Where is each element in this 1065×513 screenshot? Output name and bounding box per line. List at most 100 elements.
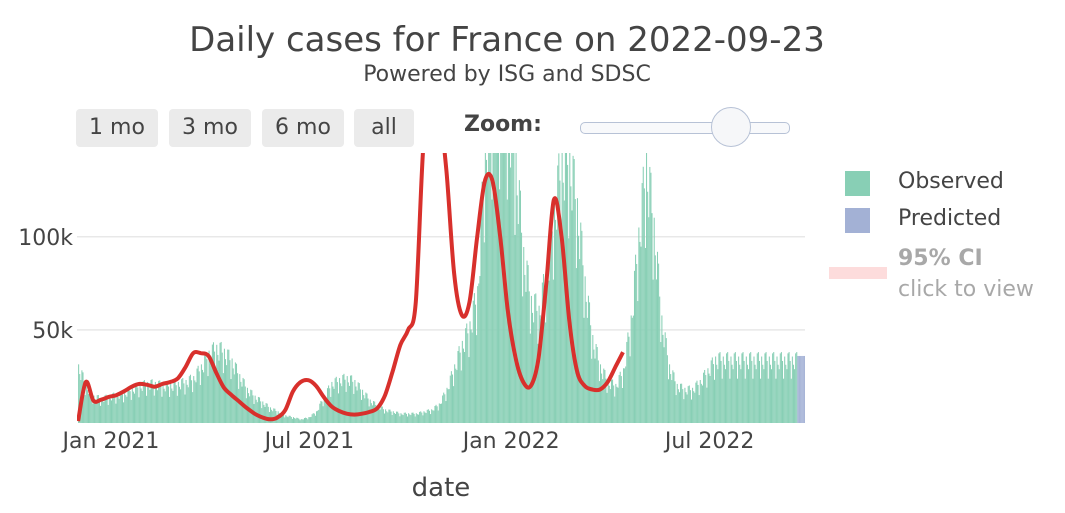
observed-bar <box>260 401 262 423</box>
observed-bar <box>652 279 654 423</box>
observed-bar <box>430 414 432 423</box>
observed-bar <box>403 412 405 423</box>
observed-bar <box>671 380 673 423</box>
observed-bar <box>685 392 687 423</box>
range-button-3mo[interactable]: 3 mo <box>169 109 251 147</box>
observed-bar <box>401 414 403 423</box>
observed-bar <box>387 412 389 423</box>
observed-bar <box>476 335 478 423</box>
observed-bar <box>189 374 191 423</box>
observed-bar <box>324 397 326 423</box>
observed-bar <box>780 352 782 423</box>
observed-bar <box>199 385 201 423</box>
observed-bar <box>742 352 744 423</box>
observed-bar <box>613 385 615 423</box>
observed-bar <box>556 229 558 423</box>
observed-bar <box>665 338 667 423</box>
observed-bar <box>473 293 475 423</box>
observed-bar <box>635 254 637 423</box>
observed-bar <box>205 352 207 423</box>
observed-bar <box>381 406 383 423</box>
observed-bar <box>595 343 597 423</box>
observed-bar <box>784 356 786 423</box>
observed-bar <box>210 363 212 423</box>
predicted-bar <box>797 355 799 423</box>
observed-bar <box>267 406 269 423</box>
observed-bar <box>697 384 699 423</box>
observed-bar <box>633 270 636 423</box>
smoothed-line <box>77 153 625 422</box>
observed-bar <box>354 379 356 423</box>
observed-bar <box>106 397 108 423</box>
observed-bar <box>152 384 154 423</box>
observed-bar <box>740 369 742 423</box>
observed-bar <box>234 362 236 423</box>
observed-bar <box>377 405 379 423</box>
legend-predicted[interactable]: Predicted <box>898 206 1002 231</box>
observed-bar <box>273 408 275 423</box>
observed-bar <box>265 403 267 423</box>
observed-bar <box>385 409 387 423</box>
observed-bar <box>226 365 228 423</box>
observed-bar <box>705 375 707 423</box>
observed-bar <box>660 342 662 423</box>
observed-bar <box>394 413 396 423</box>
observed-bar <box>191 380 193 423</box>
observed-bar <box>282 412 284 423</box>
observed-bar <box>318 409 320 423</box>
observed-bar <box>362 389 364 423</box>
observed-bar <box>243 379 245 423</box>
observed-bar <box>100 405 102 423</box>
observed-bar <box>493 153 495 423</box>
range-button-6mo[interactable]: 6 mo <box>262 109 344 147</box>
observed-bar <box>546 266 548 423</box>
observed-bar <box>123 402 125 423</box>
observed-bar <box>508 153 511 423</box>
observed-bar <box>491 199 493 423</box>
observed-bar <box>676 383 678 423</box>
observed-bar <box>488 153 490 423</box>
observed-bar <box>347 382 349 423</box>
observed-bar <box>771 369 773 423</box>
observed-bar <box>330 396 332 423</box>
observed-bar <box>112 393 114 423</box>
observed-bar <box>478 283 480 423</box>
legend-ci-subtitle[interactable]: click to view <box>898 277 1034 302</box>
observed-bar <box>747 369 750 423</box>
observed-bar <box>285 415 287 423</box>
observed-bar <box>779 353 781 423</box>
observed-bar <box>569 153 571 423</box>
observed-bar <box>608 385 610 423</box>
observed-bar <box>443 392 445 423</box>
observed-bar <box>621 387 623 423</box>
legend-ci-title[interactable]: 95% CI <box>898 246 983 271</box>
observed-bar <box>629 356 631 423</box>
observed-bar <box>719 352 721 423</box>
observed-bar <box>528 291 530 423</box>
observed-bar <box>599 364 602 423</box>
observed-bar <box>408 413 410 423</box>
legend-ci-swatch[interactable] <box>829 267 887 279</box>
observed-bar <box>619 371 621 423</box>
observed-bar <box>162 383 164 423</box>
observed-bar <box>212 342 214 423</box>
observed-bar <box>339 378 341 423</box>
legend-observed-swatch[interactable] <box>845 171 870 196</box>
observed-bar <box>140 388 142 423</box>
observed-bar <box>420 411 422 423</box>
observed-bar <box>308 417 310 423</box>
observed-bar <box>656 251 659 423</box>
legend-observed[interactable]: Observed <box>898 169 1004 194</box>
range-button-all[interactable]: all <box>354 109 414 147</box>
legend-predicted-swatch[interactable] <box>845 208 870 233</box>
observed-bar <box>115 403 117 423</box>
observed-bar <box>694 392 696 423</box>
observed-bar <box>659 296 661 423</box>
observed-bar <box>686 394 688 423</box>
observed-bar <box>707 368 709 423</box>
observed-bar <box>479 276 481 423</box>
observed-bar <box>356 390 358 423</box>
zoom-slider-handle[interactable] <box>711 107 751 147</box>
range-button-1mo[interactable]: 1 mo <box>76 109 158 147</box>
